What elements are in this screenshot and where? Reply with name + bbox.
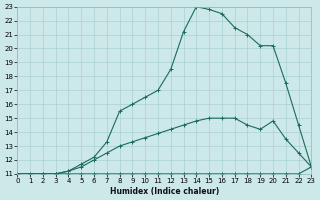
X-axis label: Humidex (Indice chaleur): Humidex (Indice chaleur) [110,187,219,196]
